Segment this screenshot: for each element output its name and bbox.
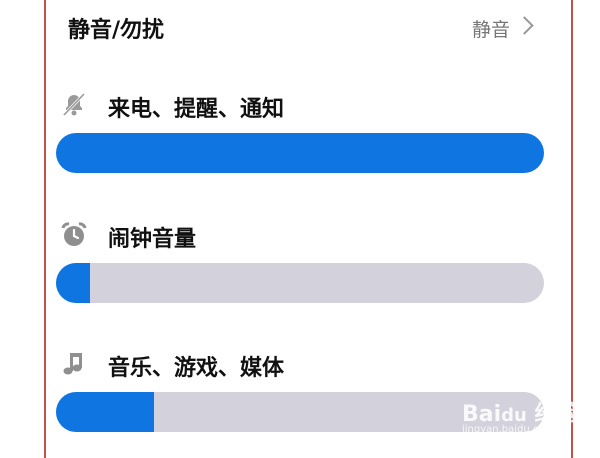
music-note-icon	[63, 353, 82, 375]
page-title: 静音/勿扰	[68, 18, 165, 43]
baidu-watermark-logo: Baidu 经验	[462, 402, 579, 427]
ring-volume-fill	[56, 133, 544, 173]
slider-label-alarm: 闹钟音量	[108, 227, 197, 252]
alarm-volume-fill	[56, 263, 91, 303]
media-volume-slider[interactable]	[56, 392, 544, 432]
ring-volume-slider[interactable]	[56, 133, 544, 173]
alarm-clock-icon	[61, 222, 87, 246]
slider-label-ring: 来电、提醒、通知	[108, 97, 285, 122]
media-volume-fill	[56, 392, 154, 432]
screenshot-border	[44, 0, 573, 458]
baidu-watermark-url: jingyan.baidu.com	[462, 424, 555, 435]
mode-value[interactable]: 静音	[471, 19, 510, 41]
bell-muted-icon	[62, 92, 86, 117]
alarm-volume-slider[interactable]	[56, 263, 544, 303]
slider-label-media: 音乐、游戏、媒体	[108, 356, 285, 381]
